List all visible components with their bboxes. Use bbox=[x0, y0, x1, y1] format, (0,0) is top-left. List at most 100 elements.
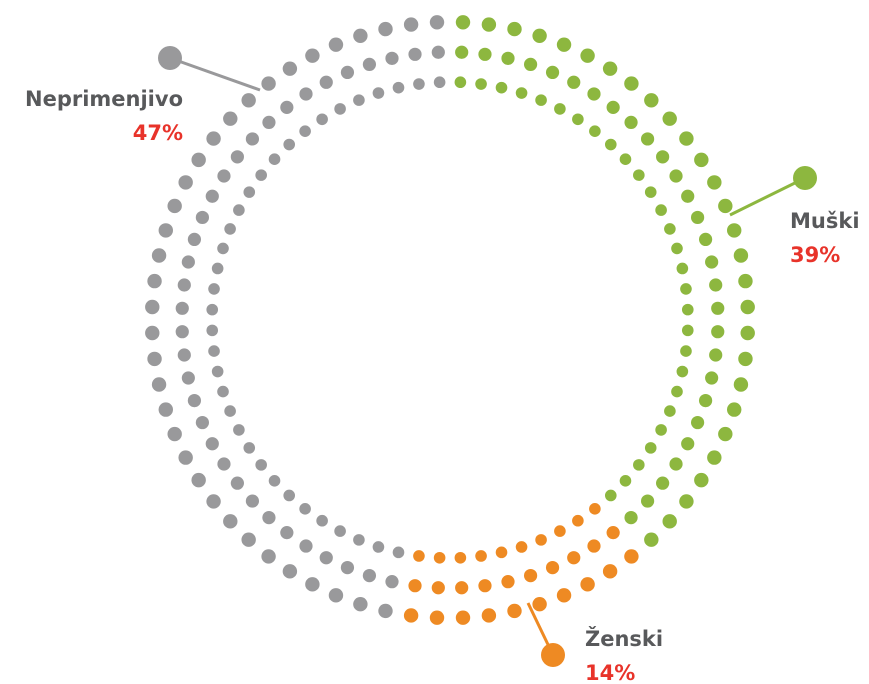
dot bbox=[580, 577, 595, 592]
dot bbox=[181, 371, 195, 385]
dot bbox=[217, 457, 231, 471]
dot bbox=[145, 325, 160, 341]
dot bbox=[353, 534, 365, 546]
dot bbox=[151, 377, 167, 392]
dot bbox=[475, 550, 487, 562]
dot bbox=[709, 348, 723, 362]
dot bbox=[567, 551, 581, 565]
dot bbox=[619, 474, 632, 487]
dot bbox=[191, 152, 206, 168]
dot bbox=[707, 450, 722, 465]
leader-dot bbox=[541, 643, 565, 667]
dot bbox=[733, 377, 749, 392]
dot bbox=[178, 175, 193, 190]
dot bbox=[167, 198, 182, 214]
leader-line bbox=[169, 56, 261, 92]
dot bbox=[316, 113, 328, 126]
dot bbox=[181, 255, 195, 269]
dot bbox=[681, 324, 694, 337]
leader-dot bbox=[158, 46, 182, 70]
dot bbox=[481, 608, 497, 623]
dot bbox=[177, 348, 191, 362]
dot bbox=[299, 87, 313, 101]
dot bbox=[403, 17, 419, 32]
dot bbox=[738, 351, 753, 367]
dot bbox=[255, 169, 267, 181]
dot bbox=[403, 608, 419, 623]
dot bbox=[624, 510, 638, 525]
dot bbox=[694, 472, 709, 488]
dot bbox=[501, 575, 515, 589]
dot bbox=[507, 21, 522, 37]
dot bbox=[413, 78, 425, 90]
dot bbox=[245, 132, 260, 146]
dot bbox=[283, 138, 296, 151]
segment bbox=[403, 503, 639, 625]
dot bbox=[633, 459, 645, 471]
dot bbox=[319, 75, 333, 89]
dot bbox=[587, 539, 601, 553]
dot bbox=[602, 61, 618, 76]
dot bbox=[676, 365, 689, 378]
dot bbox=[283, 489, 296, 502]
dot bbox=[206, 303, 219, 316]
dot bbox=[694, 152, 709, 168]
category-label: Ženski bbox=[585, 626, 663, 651]
dot bbox=[624, 115, 638, 130]
dot bbox=[230, 476, 244, 490]
dot bbox=[217, 385, 229, 398]
dot bbox=[644, 442, 657, 454]
dot bbox=[340, 65, 355, 80]
category-label: Muški bbox=[790, 209, 860, 233]
dot bbox=[709, 278, 723, 292]
dot bbox=[392, 81, 405, 94]
value-label: 47% bbox=[133, 121, 183, 145]
dot bbox=[328, 37, 344, 52]
dot bbox=[206, 324, 219, 337]
dot bbox=[187, 232, 202, 247]
dot bbox=[177, 278, 191, 292]
dot bbox=[606, 526, 620, 540]
dot bbox=[656, 150, 670, 164]
dot bbox=[353, 597, 368, 612]
dot bbox=[224, 223, 236, 235]
dot bbox=[433, 76, 446, 89]
dot bbox=[690, 210, 705, 225]
dot bbox=[602, 564, 618, 579]
dot bbox=[535, 534, 547, 546]
dot bbox=[305, 577, 320, 592]
dot bbox=[280, 526, 294, 540]
dot bbox=[191, 472, 206, 488]
leader-dot bbox=[793, 166, 817, 190]
dot bbox=[433, 551, 446, 564]
dot bbox=[572, 514, 584, 527]
dot bbox=[385, 51, 399, 65]
dot bbox=[545, 560, 560, 575]
dot bbox=[481, 17, 497, 32]
dot bbox=[334, 103, 346, 115]
dot bbox=[640, 494, 655, 508]
dot bbox=[671, 385, 683, 398]
dot bbox=[727, 402, 742, 417]
dot bbox=[711, 325, 725, 339]
dot bbox=[681, 189, 695, 203]
dot bbox=[671, 242, 683, 255]
dot bbox=[211, 262, 224, 275]
dot bbox=[408, 579, 422, 593]
dot bbox=[556, 588, 572, 603]
dot bbox=[262, 510, 276, 525]
dot bbox=[223, 111, 238, 126]
dot bbox=[431, 45, 445, 59]
dot bbox=[158, 223, 173, 238]
dot bbox=[299, 503, 311, 515]
segment bbox=[454, 15, 755, 547]
dot bbox=[604, 138, 617, 151]
dot bbox=[408, 47, 422, 61]
dot bbox=[175, 325, 189, 339]
dot bbox=[718, 426, 733, 442]
dot bbox=[454, 551, 467, 564]
dot bbox=[175, 301, 189, 315]
dot bbox=[205, 437, 219, 451]
dot bbox=[604, 489, 617, 502]
